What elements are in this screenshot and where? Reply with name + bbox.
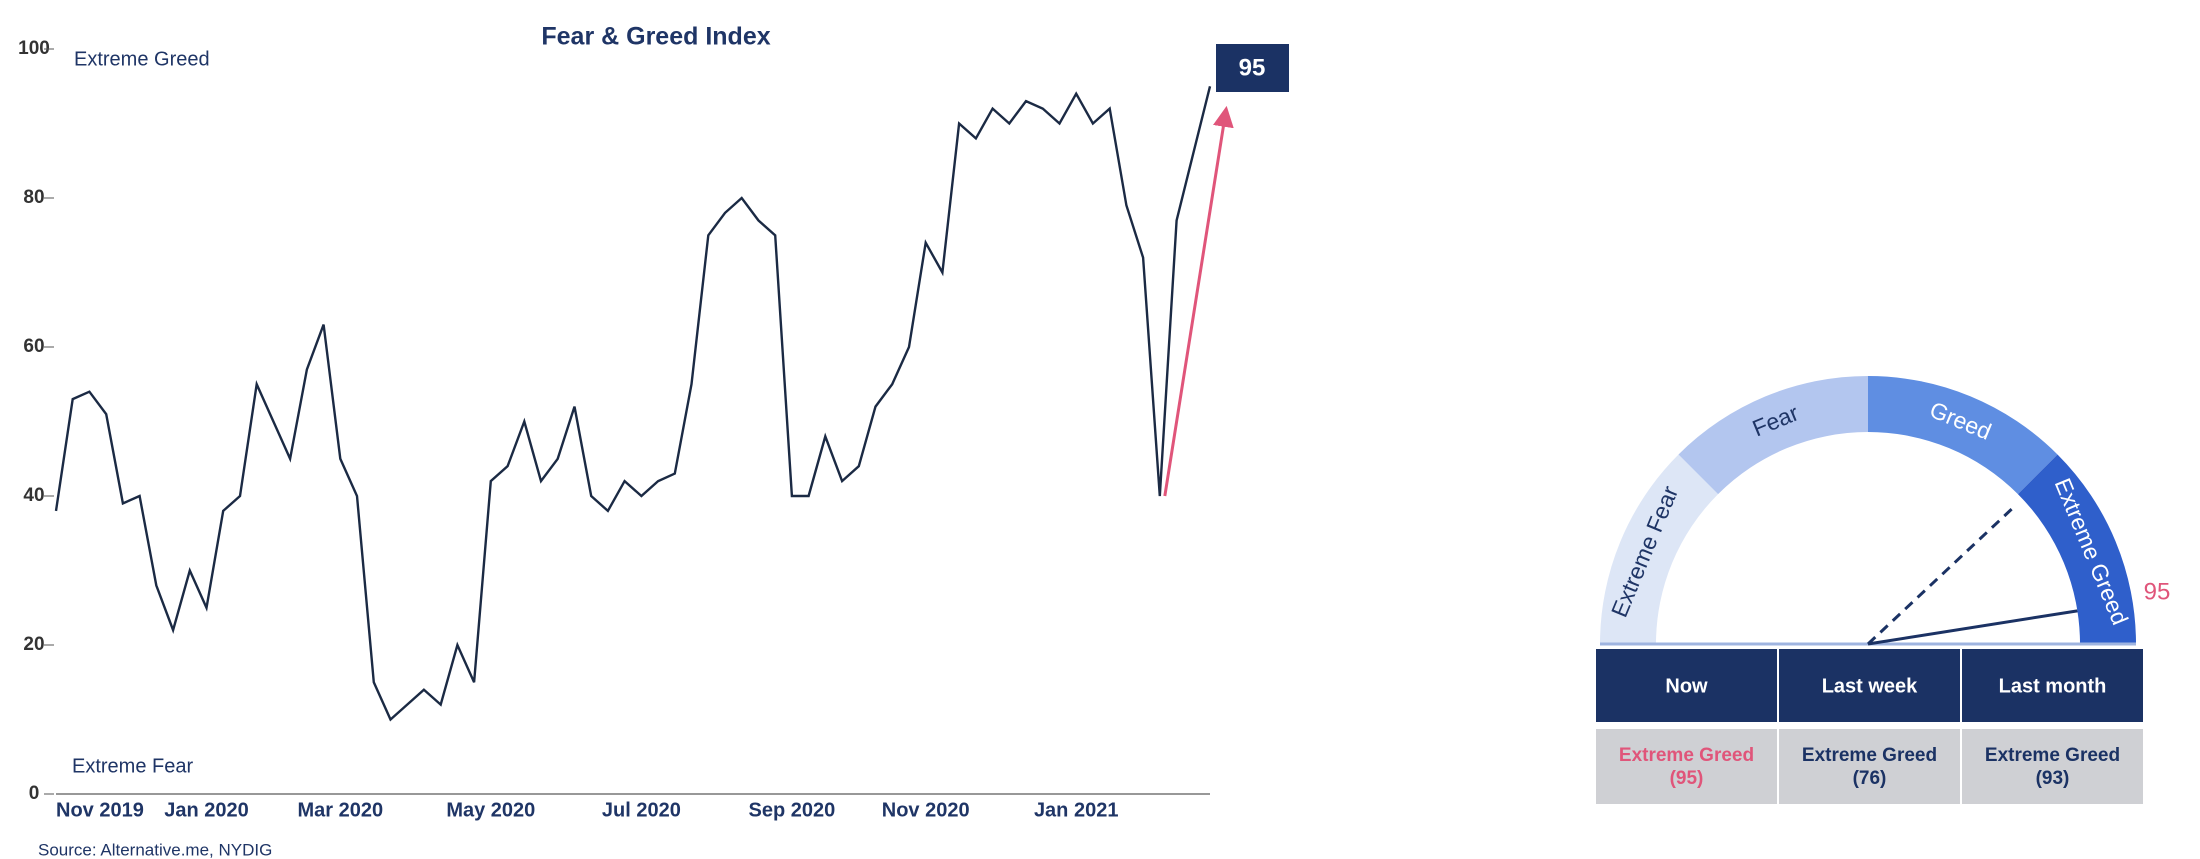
y-tick-label: 100 <box>18 38 50 59</box>
x-tick-label: Nov 2020 <box>882 799 970 821</box>
gauge-segment <box>1678 376 1868 495</box>
table-header: Last week <box>1822 675 1918 697</box>
annotation-bottom: Extreme Fear <box>72 755 193 777</box>
y-tick-label: 60 <box>23 336 44 357</box>
chart-title: Fear & Greed Index <box>541 23 770 51</box>
latest-label: 95 <box>1239 54 1266 81</box>
y-tick-label: 80 <box>23 187 44 208</box>
table-header-cell <box>1779 649 1960 722</box>
table-cell <box>1596 729 1777 804</box>
latest-box <box>1216 44 1289 92</box>
x-tick-label: Sep 2020 <box>749 799 836 821</box>
annotation-top: Extreme Greed <box>74 48 210 70</box>
needle-value <box>1867 609 2078 646</box>
x-tick-label: Jan 2020 <box>164 799 249 821</box>
table-score: (93) <box>2036 768 2070 789</box>
x-tick-label: Nov 2019 <box>56 799 144 821</box>
x-tick-label: Jan 2021 <box>1034 799 1119 821</box>
table-status: Extreme Greed <box>1985 745 2120 766</box>
gauge-value-label: 95 <box>2144 578 2171 605</box>
index-line <box>54 86 1212 722</box>
table-score: (95) <box>1670 768 1704 789</box>
x-tick-label: Mar 2020 <box>298 799 384 821</box>
y-tick-label: 20 <box>23 634 44 655</box>
table-header-cell <box>1596 649 1777 722</box>
x-tick-label: May 2020 <box>446 799 535 821</box>
table-status: Extreme Greed <box>1619 745 1754 766</box>
table-header: Last month <box>1999 675 2107 697</box>
y-tick-label: 40 <box>23 485 44 506</box>
y-tick-label: 0 <box>29 783 40 804</box>
source: Source: Alternative.me, NYDIG <box>38 840 272 859</box>
table-score: (76) <box>1853 768 1887 789</box>
trend-arrow <box>1163 105 1234 497</box>
table-status: Extreme Greed <box>1802 745 1937 766</box>
gauge-segment <box>1600 454 1719 644</box>
x-tick-label: Jul 2020 <box>602 799 681 821</box>
table-header-cell <box>1962 649 2143 722</box>
table-cell <box>1962 729 2143 804</box>
table-cell <box>1779 729 1960 804</box>
gauge-segment <box>1868 376 2058 495</box>
table-header: Now <box>1665 675 1708 697</box>
gauge-segment <box>2017 454 2136 644</box>
